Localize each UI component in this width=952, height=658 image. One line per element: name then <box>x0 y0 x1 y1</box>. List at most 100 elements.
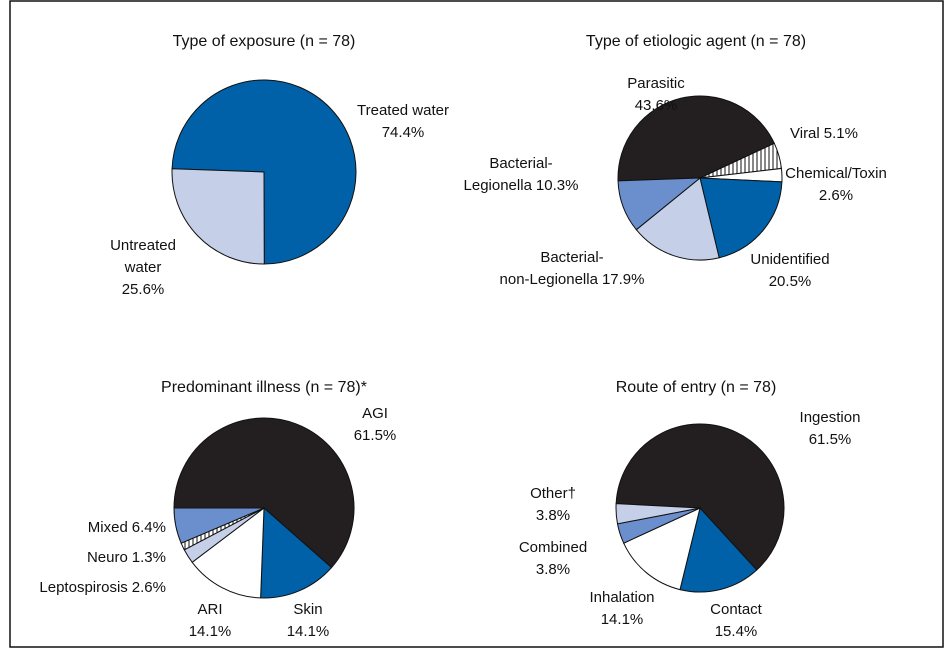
value-label: 61.5% <box>809 431 852 448</box>
label-line: 3.8% <box>536 561 570 578</box>
label-line: Skin <box>293 601 322 618</box>
label-line: water <box>124 259 162 276</box>
category-label: Bacterial- <box>489 155 552 172</box>
frame <box>9 0 944 648</box>
value-label: 1.3% <box>132 549 166 566</box>
value-label: 43.6% <box>635 97 678 114</box>
pie-slice <box>699 177 783 259</box>
slice-label: Chemical/Toxin 2.6% <box>785 165 887 204</box>
label-line: Ingestion <box>800 409 861 426</box>
chart-title: Type of etiologic agent (n = 78) <box>586 33 806 50</box>
value-label: 74.4% <box>382 124 425 141</box>
category-label: AGI <box>362 405 388 422</box>
pie-slice <box>615 423 785 571</box>
label-line: Treated water <box>357 102 449 119</box>
pie-slice <box>617 177 702 231</box>
category-label: Ingestion <box>800 409 861 426</box>
slice-label: Ingestion 61.5% <box>800 409 861 448</box>
label-line: non-Legionella 17.9% <box>500 271 645 288</box>
chart-title: Predominant illness (n = 78)* <box>161 379 367 396</box>
category-label: Legionella <box>464 177 533 194</box>
label-line: AGI <box>362 405 388 422</box>
category-label: Combined <box>519 539 587 556</box>
label-line: 74.4% <box>382 124 425 141</box>
label-line: 61.5% <box>809 431 852 448</box>
category-label: Unidentified <box>750 251 829 268</box>
label-line: 3.8% <box>536 507 570 524</box>
category-label: Skin <box>293 601 322 618</box>
category-label: Inhalation <box>589 589 654 606</box>
value-label: 10.3% <box>536 177 579 194</box>
category-label: Treated water <box>357 102 449 119</box>
value-label: 61.5% <box>354 427 397 444</box>
slice-label: ARI 14.1% <box>189 601 232 640</box>
label-line: 15.4% <box>715 623 758 640</box>
slice-label: Untreated water 25.6% <box>110 237 176 298</box>
slice-label: Viral 5.1% <box>790 125 858 142</box>
label-line: 43.6% <box>635 97 678 114</box>
slice-label: Mixed 6.4% <box>88 519 166 536</box>
chart-title: Type of exposure (n = 78) <box>173 33 356 50</box>
category-label: ARI <box>197 601 222 618</box>
label-line: Neuro 1.3% <box>87 549 166 566</box>
label-line: Other† <box>530 485 576 502</box>
label-line: 20.5% <box>769 273 812 290</box>
category-label: Viral <box>790 125 820 142</box>
category-label: Chemical/Toxin <box>785 165 887 182</box>
pie-slice <box>679 506 758 593</box>
label-line: Mixed 6.4% <box>88 519 166 536</box>
label-line: Untreated <box>110 237 176 254</box>
pie-slice <box>615 503 701 525</box>
pie-slice <box>173 417 355 569</box>
slice-label: Parasitic 43.6% <box>627 75 685 114</box>
label-line: 14.1% <box>189 623 232 640</box>
category-label: Leptospirosis <box>39 579 127 596</box>
label-line: 25.6% <box>122 281 165 298</box>
value-label: 5.1% <box>824 125 858 142</box>
category-label: Mixed <box>88 519 128 536</box>
value-label: 2.6% <box>132 579 166 596</box>
label-line: 61.5% <box>354 427 397 444</box>
value-label: 3.8% <box>536 507 570 524</box>
value-label: 14.1% <box>189 623 232 640</box>
label-line: 2.6% <box>819 187 853 204</box>
label-line: Bacterial- <box>540 249 603 266</box>
slice-label: Bacterial- Legionella 10.3% <box>464 155 579 194</box>
label-line: Leptospirosis 2.6% <box>39 579 166 596</box>
label-line: Legionella 10.3% <box>464 177 579 194</box>
label-line: Chemical/Toxin <box>785 165 887 182</box>
category-label: Untreated <box>110 237 176 254</box>
category-label: Bacterial- <box>540 249 603 266</box>
slice-label: Treated water 74.4% <box>357 102 449 141</box>
pie-slice <box>260 506 333 599</box>
category-label: Neuro <box>87 549 128 566</box>
label-line: 14.1% <box>287 623 330 640</box>
slice-label: Bacterial-non-Legionella 17.9% <box>500 249 645 288</box>
value-label: 14.1% <box>287 623 330 640</box>
value-label: 3.8% <box>536 561 570 578</box>
label-line: Combined <box>519 539 587 556</box>
value-label: 2.6% <box>819 187 853 204</box>
pie-slice <box>191 506 265 599</box>
label-line: ARI <box>197 601 222 618</box>
label-line: Viral 5.1% <box>790 125 858 142</box>
label-line: 14.1% <box>601 611 644 628</box>
value-label: 6.4% <box>132 519 166 536</box>
slice-label: AGI 61.5% <box>354 405 397 444</box>
value-label: 17.9% <box>602 271 645 288</box>
label-line: Unidentified <box>750 251 829 268</box>
label-line: Contact <box>710 601 763 618</box>
pie-slice <box>171 168 265 265</box>
value-label: 15.4% <box>715 623 758 640</box>
value-label: 20.5% <box>769 273 812 290</box>
category-label: Parasitic <box>627 75 685 92</box>
slice-label: Leptospirosis 2.6% <box>39 579 166 596</box>
value-label: 25.6% <box>122 281 165 298</box>
pie-slice <box>635 177 720 261</box>
label-line: Parasitic <box>627 75 685 92</box>
slice-label: Combined 3.8% <box>519 539 587 578</box>
value-label: 14.1% <box>601 611 644 628</box>
label-line: Bacterial- <box>489 155 552 172</box>
pie-slice <box>623 507 701 591</box>
